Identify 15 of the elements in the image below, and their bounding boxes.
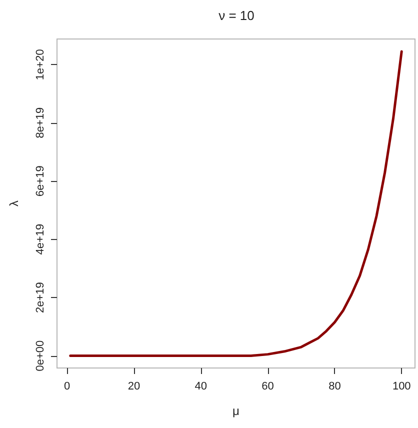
y-tick-label: 8e+19 (34, 107, 46, 138)
x-tick-label: 40 (194, 380, 207, 392)
x-tick-label: 100 (392, 380, 411, 392)
y-tick-label: 6e+19 (34, 166, 46, 197)
x-tick-label: 80 (328, 380, 341, 392)
x-tick-label: 60 (262, 380, 274, 392)
y-tick-label: 4e+19 (34, 224, 46, 255)
x-axis-title: μ (232, 404, 240, 418)
x-tick-label: 20 (128, 380, 140, 392)
x-tick-label: 0 (64, 380, 70, 392)
y-tick-label: 2e+19 (34, 282, 46, 313)
y-tick-label: 1e+20 (34, 49, 46, 80)
y-tick-label: 0e+00 (34, 340, 46, 372)
chart-title: ν = 10 (218, 8, 254, 23)
y-axis-title: λ (7, 200, 21, 206)
